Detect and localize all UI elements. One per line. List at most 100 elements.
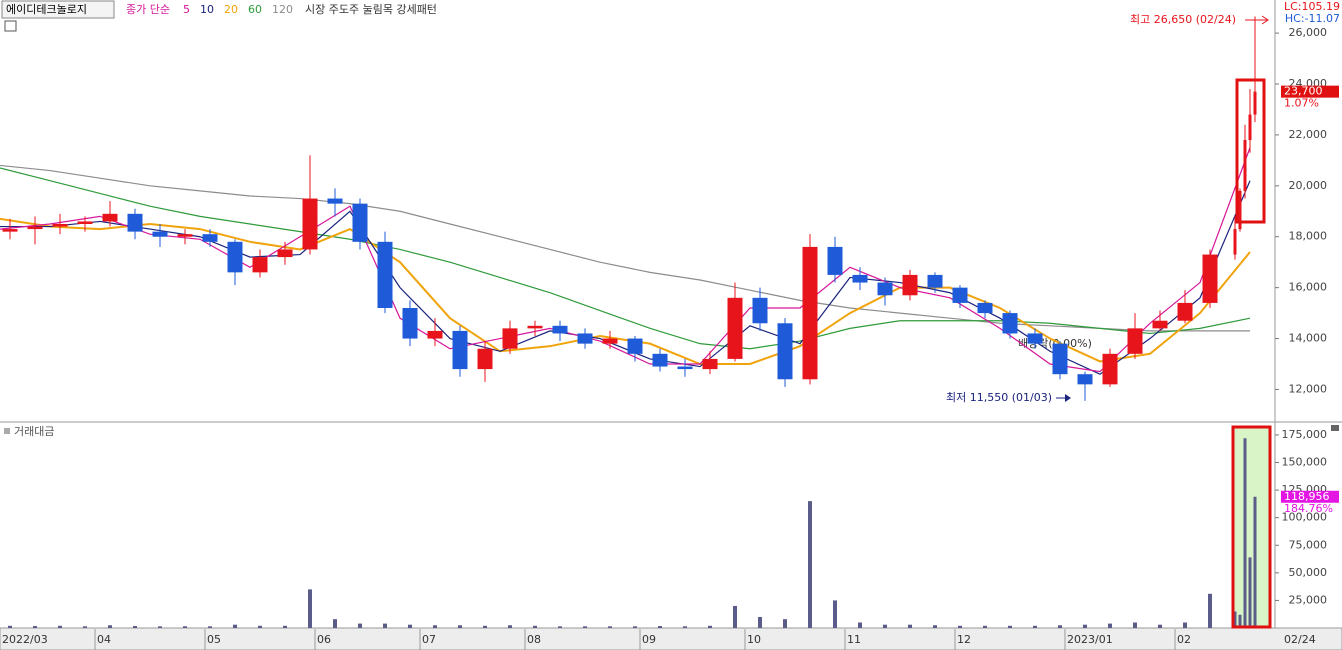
volume-bar [133, 626, 137, 628]
x-tick-label: 06 [317, 633, 331, 646]
candle-body [227, 241, 243, 273]
volume-bar [333, 619, 337, 628]
volume-bar [1058, 625, 1062, 628]
candle-body [1253, 91, 1257, 115]
legend-entry: 10 [200, 3, 214, 16]
volume-bar [833, 600, 837, 628]
volume-bar [33, 626, 37, 628]
candle-body [1233, 229, 1237, 255]
candle-body [1202, 254, 1218, 303]
volume-bar [383, 623, 387, 628]
volume-bar [858, 622, 862, 628]
stock-name[interactable]: 에이디테크놀로지 [6, 3, 87, 16]
volume-value-label: 118,956 [1284, 490, 1330, 503]
volume-bar [983, 625, 987, 628]
candle-body [552, 325, 568, 334]
y-tick-label: 75,000 [1289, 538, 1328, 551]
x-tick-label: 09 [642, 633, 656, 646]
x-tick-label: 02 [1177, 633, 1191, 646]
volume-bar [908, 624, 912, 628]
candle-body [1052, 343, 1068, 375]
volume-bar [1008, 625, 1012, 628]
price-box [1281, 85, 1339, 98]
volume-bar [358, 623, 362, 628]
volume-bar [1233, 611, 1237, 628]
candle-body [1238, 190, 1242, 230]
candle-body [1243, 140, 1247, 191]
y-tick-label: 20,000 [1289, 179, 1328, 192]
volume-box [1281, 490, 1339, 503]
volume-bar [233, 624, 237, 628]
volume-bar [583, 626, 587, 628]
volume-bar [783, 619, 787, 628]
volume-bar [1133, 622, 1137, 628]
candle-body [1127, 328, 1143, 354]
candle-body [1102, 353, 1118, 385]
legend-entry: 60 [248, 3, 262, 16]
ma-line [0, 217, 1251, 365]
legend-entry: 20 [224, 3, 238, 16]
stock-name-box[interactable] [1, 0, 115, 19]
volume-bar [808, 501, 812, 628]
x-tick-label: 2023/01 [1067, 633, 1113, 646]
candle-body [202, 234, 218, 242]
volume-bar [208, 626, 212, 628]
volume-bar [183, 626, 187, 628]
candle-body [152, 231, 168, 237]
candle-body [377, 241, 393, 308]
x-tick-label: 2022/03 [2, 633, 48, 646]
volume-bar [1083, 624, 1087, 628]
x-tick-label: 08 [527, 633, 541, 646]
volume-bar [1158, 624, 1162, 628]
volume-bar [508, 625, 512, 628]
volume-bar [758, 616, 762, 628]
candle-body [952, 287, 968, 303]
y-tick-label: 150,000 [1282, 456, 1328, 469]
volume-bar [533, 625, 537, 628]
y-tick-label: 50,000 [1289, 566, 1328, 579]
volume-bar [1208, 593, 1212, 628]
candle-body [1248, 114, 1252, 140]
ma-label: 종가 단순 [126, 3, 170, 16]
candle-body [52, 224, 68, 227]
candle-body [677, 366, 693, 370]
pattern-label: 시장 주도주 눌림목 강세패턴 [305, 3, 437, 16]
candle-body [902, 274, 918, 296]
candle-body [727, 297, 743, 359]
last-date: 02/24 [1284, 633, 1316, 646]
low-arrowhead [1065, 394, 1071, 402]
volume-bar [1248, 557, 1252, 628]
candle-body [277, 249, 293, 258]
high-arrowhead [1261, 15, 1269, 25]
candle-body [602, 338, 618, 344]
low-annotation: 최저 11,550 (01/03) [946, 391, 1052, 404]
volume-bar [483, 625, 487, 628]
volume-bar [433, 625, 437, 628]
y-tick-label: 100,000 [1282, 511, 1328, 524]
candle-body [77, 221, 93, 224]
volume-bar [733, 605, 737, 628]
candle-body [752, 297, 768, 324]
ma-line [0, 167, 1251, 350]
volume-bar [408, 624, 412, 628]
hc-label: HC:-11.07 [1285, 12, 1340, 25]
volume-bar [308, 589, 312, 628]
volume-bar [958, 625, 962, 628]
volume-bar [83, 626, 87, 628]
candle-body [102, 213, 118, 222]
candle-body [652, 353, 668, 367]
panel-toggle[interactable] [1331, 425, 1339, 431]
volume-bar [658, 626, 662, 628]
y-tick-label: 12,000 [1289, 382, 1328, 395]
y-tick-label: 175,000 [1282, 428, 1328, 441]
candle-body [452, 330, 468, 370]
table-icon[interactable] [4, 20, 17, 32]
price-change: 1.07% [1284, 97, 1319, 110]
volume-bar [1183, 622, 1187, 628]
highlight-box [1235, 78, 1266, 224]
volume-bar [58, 625, 62, 628]
candle-body [502, 328, 518, 349]
candle-body [877, 282, 893, 296]
y-tick-label: 16,000 [1289, 281, 1328, 294]
